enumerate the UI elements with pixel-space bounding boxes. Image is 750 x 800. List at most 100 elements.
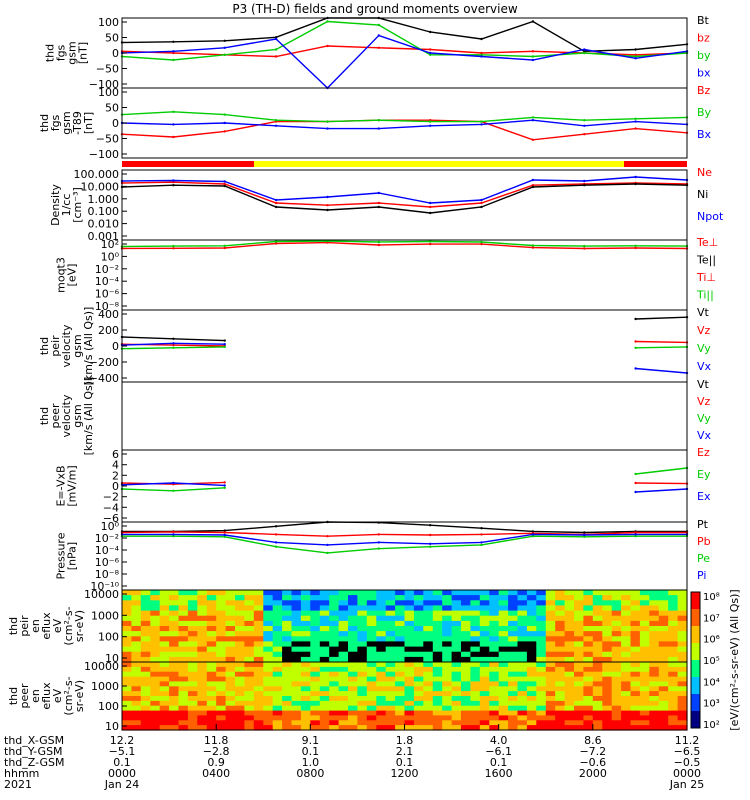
heatmap-cell — [263, 666, 274, 673]
heatmap-cell — [404, 626, 415, 632]
heatmap-cell — [272, 631, 283, 637]
heatmap-cell — [489, 720, 500, 726]
heatmap-cell — [489, 696, 500, 702]
heatmap-cell — [376, 686, 387, 692]
heatmap-cell — [555, 725, 566, 731]
legend-entry: Vz — [697, 395, 711, 408]
heatmap-cell — [263, 590, 274, 596]
heatmap-cell — [253, 641, 264, 648]
heatmap-cell — [442, 696, 453, 702]
y-tick-label: 10⁻⁶ — [95, 288, 120, 301]
heatmap-cell — [489, 641, 500, 648]
heatmap-cell — [216, 636, 227, 642]
heatmap-cell — [169, 700, 180, 707]
heatmap-cell — [621, 671, 632, 678]
heatmap-cell — [244, 656, 255, 663]
heatmap-cell — [338, 641, 349, 648]
heatmap-cell — [545, 600, 556, 606]
heatmap-cell — [291, 720, 302, 726]
heatmap-cell — [216, 651, 227, 658]
data-point — [172, 343, 175, 347]
colorbar-frame — [690, 591, 701, 729]
heatmap-cell — [508, 662, 519, 668]
legend-entry: by — [697, 49, 711, 62]
heatmap-cell — [310, 600, 321, 606]
heatmap-cell — [621, 605, 632, 612]
data-point — [634, 127, 637, 130]
y-tick-label: −4 — [103, 501, 119, 514]
heatmap-cell — [470, 691, 481, 697]
heatmap-cell — [583, 641, 594, 648]
heatmap-cell — [442, 662, 453, 668]
heatmap-cell — [395, 691, 406, 697]
heatmap-cell — [470, 666, 481, 673]
heatmap-cell — [413, 666, 424, 673]
heatmap-cell — [545, 605, 556, 612]
heatmap-cell — [583, 720, 594, 726]
data-point — [429, 211, 432, 215]
heatmap-cell — [432, 686, 443, 692]
data-point — [223, 39, 226, 42]
heatmap-cell — [404, 710, 415, 717]
heatmap-cell — [376, 605, 387, 612]
heatmap-cell — [639, 641, 650, 648]
heatmap-cell — [216, 615, 227, 622]
heatmap-cell — [122, 595, 132, 601]
data-point — [480, 198, 483, 202]
heatmap-cell — [564, 620, 575, 627]
heatmap-cell — [197, 671, 208, 678]
y-tick-label: 10⁻¹⁰ — [90, 580, 119, 593]
heatmap-cell — [432, 696, 443, 702]
heatmap-cell — [244, 646, 255, 653]
heatmap-cell — [583, 636, 594, 642]
heatmap-cell — [583, 662, 594, 668]
heatmap-cell — [235, 676, 245, 683]
heatmap-cell — [235, 691, 245, 697]
heatmap-cell — [329, 720, 340, 726]
heatmap-cell — [169, 626, 180, 632]
data-point — [326, 551, 329, 555]
heatmap-cell — [574, 700, 584, 707]
heatmap-cell — [508, 686, 519, 692]
heatmap-cell — [319, 646, 330, 653]
heatmap-cell — [545, 620, 556, 627]
heatmap-cell — [508, 656, 519, 663]
heatmap-cell — [517, 620, 528, 627]
heatmap-cell — [413, 662, 424, 668]
heatmap-cell — [187, 656, 198, 663]
heatmap-cell — [564, 686, 575, 692]
heatmap-cell — [461, 595, 471, 601]
heatmap-cell — [423, 666, 434, 673]
heatmap-cell — [122, 700, 132, 707]
heatmap-cell — [413, 641, 424, 648]
heatmap-cell — [413, 700, 424, 707]
heatmap-cell — [150, 662, 161, 668]
heatmap-cell — [357, 636, 368, 642]
heatmap-cell — [413, 686, 424, 692]
heatmap-cell — [677, 590, 688, 596]
heatmap-cell — [621, 666, 632, 673]
heatmap-cell — [385, 656, 396, 663]
heatmap-cell — [413, 620, 424, 627]
heatmap-cell — [348, 605, 358, 612]
heatmap-cell — [545, 705, 556, 712]
heatmap-cell — [253, 656, 264, 663]
heatmap-cell — [423, 605, 434, 612]
heatmap-cell — [526, 710, 537, 717]
heatmap-cell — [366, 700, 377, 707]
heatmap-cell — [442, 641, 453, 648]
heatmap-cell — [197, 656, 208, 663]
footer-value: 0.1 — [113, 756, 131, 769]
heatmap-cell — [639, 686, 650, 692]
heatmap-cell — [310, 710, 321, 717]
heatmap-cell — [291, 620, 302, 627]
heatmap-cell — [159, 626, 170, 632]
heatmap-cell — [366, 631, 377, 637]
heatmap-cell — [206, 626, 217, 632]
heatmap-cell — [489, 666, 500, 673]
heatmap-cell — [639, 595, 650, 601]
heatmap-cell — [178, 636, 189, 642]
heatmap-cell — [159, 691, 170, 697]
heatmap-cell — [216, 610, 227, 617]
heatmap-cell — [338, 636, 349, 642]
